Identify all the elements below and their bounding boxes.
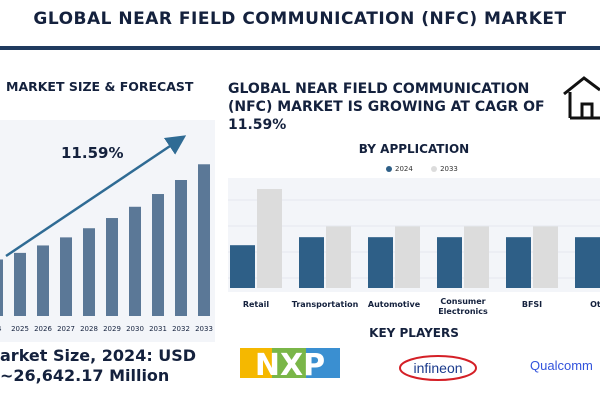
key-players-title: KEY PLAYERS [369, 326, 459, 340]
application-category-label: Retail [243, 300, 270, 309]
infineon-logo-text: infineon [413, 360, 462, 376]
forecast-bar [129, 206, 141, 316]
cagr-heading: GLOBAL NEAR FIELD COMMUNICATION (NFC) MA… [228, 81, 545, 133]
by-application-title: BY APPLICATION [358, 142, 470, 156]
forecast-bar [0, 259, 3, 316]
forecast-tick-label: 2029 [103, 325, 121, 333]
application-bar [230, 245, 255, 288]
market-size-line2: ~26,642.17 Million [0, 366, 170, 385]
application-bar [575, 237, 600, 288]
title-bar: GLOBAL NEAR FIELD COMMUNICATION (NFC) MA… [0, 0, 600, 50]
application-category-label: Automotive [368, 300, 421, 309]
cagr-annotation: 11.59% [61, 144, 123, 162]
application-category-label: Consumer [440, 297, 485, 306]
market-size-line1: arket Size, 2024: USD [0, 346, 197, 365]
market-size-summary: arket Size, 2024: USD ~26,642.17 Million [0, 342, 215, 400]
forecast-tick-label: 2026 [34, 325, 52, 333]
forecast-tick-label: 2032 [172, 325, 190, 333]
market-size-header-label: MARKET SIZE & FORECAST [6, 79, 194, 94]
application-bar [257, 189, 282, 288]
forecast-tick-label: 2027 [57, 325, 75, 333]
forecast-bar [60, 237, 72, 316]
application-category-label: BFSI [522, 300, 542, 309]
application-category-label: Electronics [438, 307, 488, 316]
application-bar [533, 226, 558, 288]
application-bar [299, 237, 324, 288]
nxp-logo-text: NXP [255, 348, 325, 380]
legend-swatch [431, 166, 438, 172]
forecast-chart-panel: 11.59% 24 2025 2026 2027 2028 2029 2030 2031 203… [0, 120, 215, 342]
application-category-label: Transportation [292, 300, 359, 309]
forecast-bar [83, 228, 95, 316]
application-category-label: Othe [590, 300, 600, 309]
legend-item-2033: 2033 [431, 165, 458, 173]
house-icon [563, 76, 600, 120]
legend-label-2033: 2033 [440, 165, 458, 173]
application-legend: 2024 2033 [386, 165, 474, 173]
forecast-tick-label: 24 [0, 325, 2, 333]
legend-swatch [386, 166, 392, 172]
forecast-bar [106, 218, 118, 316]
qualcomm-logo: Qualcomm [530, 358, 593, 373]
market-size-header: MARKET SIZE & FORECAST [0, 65, 208, 109]
legend-item-2024: 2024 [386, 165, 413, 173]
forecast-bar [175, 180, 187, 316]
application-bar [368, 237, 393, 288]
forecast-bar [37, 245, 49, 316]
nxp-logo: NXP [240, 348, 340, 380]
forecast-bar [198, 164, 210, 316]
legend-label-2024: 2024 [395, 165, 413, 173]
application-chart: Retail Transportation Automotive ConsumerEl… [228, 178, 600, 316]
application-bar [464, 226, 489, 288]
forecast-bar [14, 252, 26, 316]
page-title: GLOBAL NEAR FIELD COMMUNICATION (NFC) MA… [33, 9, 567, 29]
forecast-tick-label: 2031 [149, 325, 167, 333]
forecast-tick-label: 2030 [126, 325, 144, 333]
forecast-tick-label: 2025 [11, 325, 29, 333]
application-bar [395, 226, 420, 288]
forecast-tick-label: 2033 [195, 325, 213, 333]
infineon-logo: infineon [399, 355, 477, 381]
application-bar [506, 237, 531, 288]
forecast-bar [152, 194, 164, 316]
forecast-chart: 11.59% 24 2025 2026 2027 2028 2029 2030 2031 203… [0, 135, 213, 333]
application-bar [326, 226, 351, 288]
forecast-tick-label: 2028 [80, 325, 98, 333]
application-chart-panel: Retail Transportation Automotive Consumer El… [228, 178, 600, 328]
application-bar [437, 237, 462, 288]
growth-arrow [5, 135, 187, 258]
